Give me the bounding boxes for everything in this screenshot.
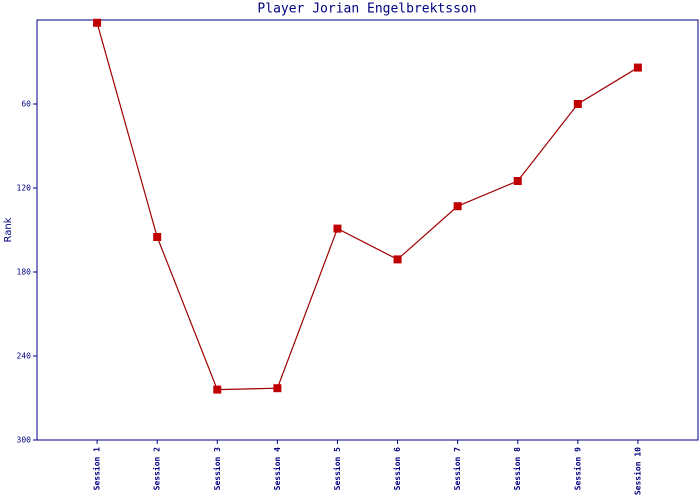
series-line	[96, 22, 639, 391]
x-tick-label: Session 2	[152, 447, 162, 491]
y-tick-label: 120	[17, 184, 32, 193]
point-marker	[333, 224, 342, 233]
y-tick-label: 60	[21, 100, 31, 109]
y-axis-label: Rank	[3, 217, 14, 242]
y-tick-label: 180	[17, 268, 32, 277]
x-tick-label: Session 8	[512, 447, 522, 491]
point-marker	[513, 177, 522, 185]
y-tick-label: 300	[17, 436, 32, 445]
point-marker	[213, 385, 222, 394]
point-marker	[393, 255, 402, 264]
chart-title: Player Jorian Engelbrektsson	[257, 2, 476, 17]
x-tick-label: Session 3	[212, 447, 222, 491]
x-tick-label: Session 9	[572, 447, 582, 491]
point-marker	[93, 18, 102, 27]
x-tick-label: Session 10	[632, 447, 642, 495]
y-tick-label: 240	[17, 352, 32, 361]
point-marker	[573, 100, 582, 108]
point-marker	[453, 202, 462, 211]
point-marker	[273, 384, 282, 393]
x-tick-label: Session 7	[452, 447, 462, 491]
x-tick-label: Session 5	[332, 447, 342, 491]
x-tick-label: Session 1	[92, 447, 102, 491]
point-marker	[153, 233, 162, 241]
plot-frame	[36, 19, 699, 441]
x-tick-label: Session 6	[392, 447, 402, 491]
point-marker	[633, 63, 642, 72]
x-tick-label: Session 4	[272, 447, 282, 491]
